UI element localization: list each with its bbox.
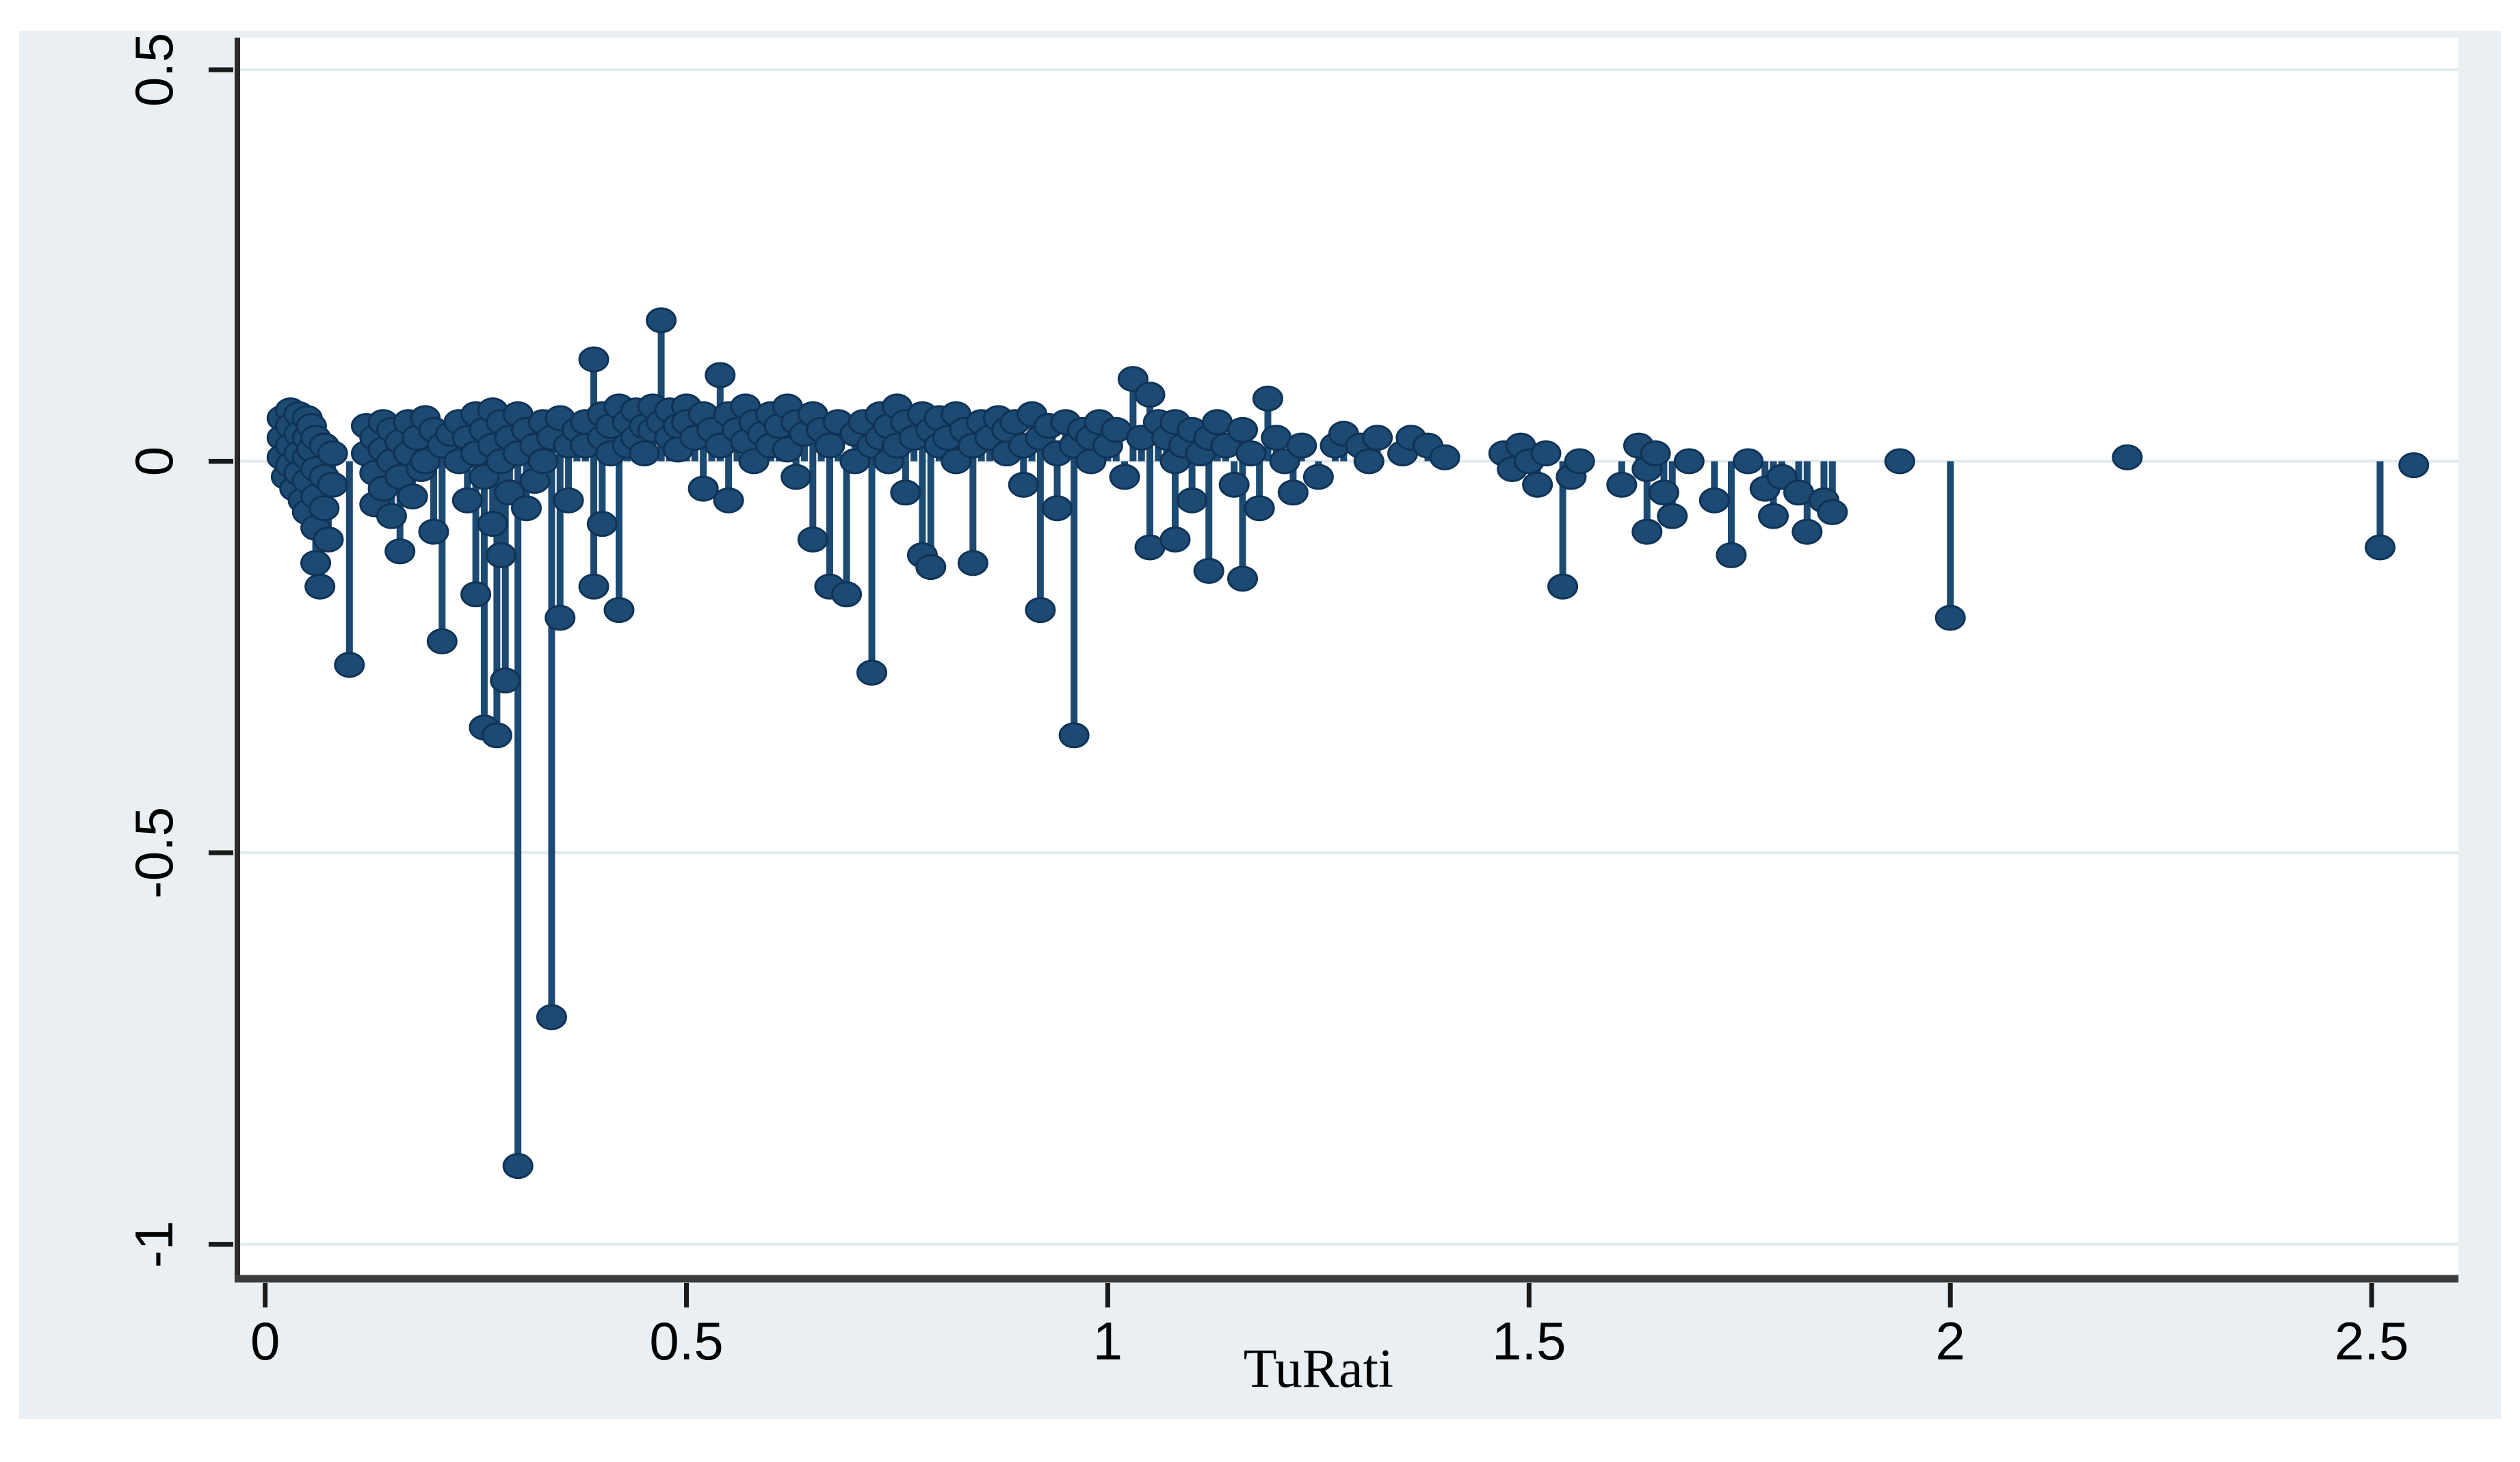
data-point xyxy=(451,487,483,514)
data-point xyxy=(1286,432,1317,459)
data-point xyxy=(536,1004,567,1031)
data-point xyxy=(317,440,348,467)
data-point xyxy=(687,475,719,502)
data-point xyxy=(511,495,542,522)
y-tick-label-0: 0 xyxy=(124,447,184,476)
data-point xyxy=(309,495,340,522)
data-point xyxy=(1109,464,1140,490)
data-point xyxy=(586,511,618,537)
data-point xyxy=(1648,479,1679,506)
data-point xyxy=(705,362,736,388)
data-point xyxy=(1025,597,1056,624)
x-tick-label-0.5: 0.5 xyxy=(649,1311,723,1371)
data-point xyxy=(578,346,609,373)
data-point xyxy=(646,307,677,334)
data-point xyxy=(334,652,365,678)
data-point xyxy=(1244,495,1275,522)
data-point xyxy=(1791,518,1823,545)
x-tick-label-1: 1 xyxy=(1093,1311,1123,1371)
x-axis-label: TuRati xyxy=(1244,1339,1393,1399)
data-point xyxy=(376,503,407,529)
data-point xyxy=(1733,448,1764,475)
y-tick-label--1: -1 xyxy=(124,1221,184,1268)
data-point xyxy=(1631,518,1663,545)
data-point xyxy=(1008,471,1039,498)
data-point xyxy=(1193,557,1224,584)
data-point xyxy=(780,464,812,490)
data-point xyxy=(578,573,609,600)
data-point xyxy=(384,538,416,565)
data-point xyxy=(1657,503,1688,529)
data-point xyxy=(1159,527,1191,553)
data-point xyxy=(1362,425,1393,451)
data-point xyxy=(553,487,584,514)
y-tick-label-0.5: 0.5 xyxy=(124,33,184,107)
data-point xyxy=(1235,440,1267,467)
data-point xyxy=(317,471,348,498)
data-point xyxy=(814,432,845,459)
data-point xyxy=(490,667,521,694)
data-point xyxy=(426,628,458,654)
data-point xyxy=(1530,440,1562,467)
data-point xyxy=(713,487,744,514)
data-point xyxy=(1353,448,1384,475)
data-point xyxy=(502,1153,534,1180)
data-point xyxy=(313,527,344,553)
data-point xyxy=(477,511,508,537)
data-point xyxy=(603,597,635,624)
data-point xyxy=(957,550,988,576)
data-point xyxy=(890,479,921,506)
data-point xyxy=(544,604,576,631)
x-tick-label-0: 0 xyxy=(250,1311,280,1371)
data-point xyxy=(797,527,828,553)
y-tick-label--0.5: -0.5 xyxy=(124,807,184,899)
data-point xyxy=(418,518,449,545)
x-tick-label-2: 2 xyxy=(1936,1311,1965,1371)
plot-area xyxy=(237,38,2458,1279)
data-point xyxy=(1606,471,1638,498)
data-point xyxy=(304,573,336,600)
data-point xyxy=(1547,573,1579,600)
data-point xyxy=(915,554,947,581)
data-point xyxy=(1134,382,1166,408)
data-point xyxy=(1227,416,1259,443)
data-point xyxy=(1058,722,1090,749)
x-tick-label-2.5: 2.5 xyxy=(2335,1311,2409,1371)
data-point xyxy=(1177,487,1208,514)
data-point xyxy=(831,581,863,608)
data-point xyxy=(481,722,512,749)
data-point xyxy=(2364,534,2396,561)
data-point xyxy=(1277,479,1309,506)
data-point xyxy=(460,581,492,608)
data-point xyxy=(1429,444,1460,470)
data-point xyxy=(486,542,517,568)
data-point xyxy=(1302,464,1334,490)
data-point xyxy=(1218,471,1250,498)
data-point xyxy=(1042,495,1073,522)
data-point xyxy=(629,440,660,467)
data-point xyxy=(1673,448,1705,475)
data-point xyxy=(1758,503,1789,529)
data-point xyxy=(1698,487,1730,514)
data-point xyxy=(1716,542,1747,568)
data-point xyxy=(1227,566,1259,592)
data-point xyxy=(1522,471,1553,498)
data-point xyxy=(856,659,888,686)
data-point xyxy=(527,448,559,475)
data-point xyxy=(2398,452,2430,479)
data-point xyxy=(1884,448,1915,475)
data-point xyxy=(300,550,332,576)
x-tick-label-1.5: 1.5 xyxy=(1492,1311,1566,1371)
data-point xyxy=(1817,499,1848,525)
data-point xyxy=(397,483,428,510)
data-point xyxy=(1564,448,1595,475)
data-point xyxy=(1252,385,1283,412)
data-point xyxy=(1640,440,1671,467)
data-point xyxy=(1934,604,1966,631)
data-point xyxy=(2112,444,2143,470)
